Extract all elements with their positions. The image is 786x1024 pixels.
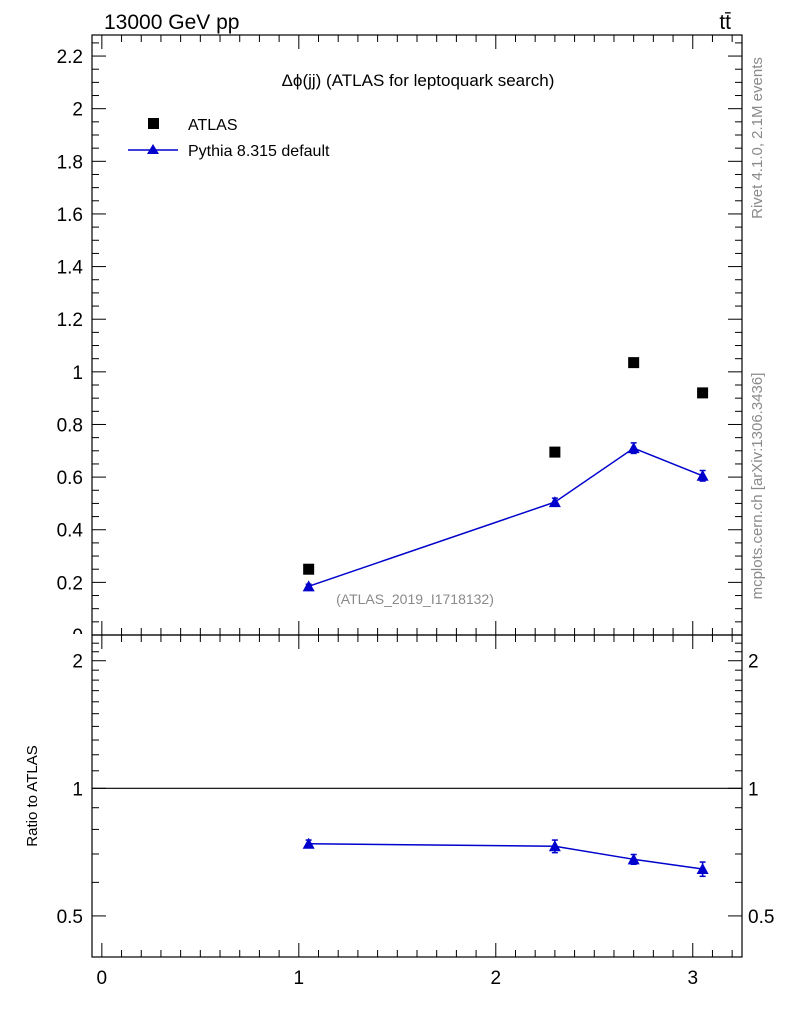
main-y-tick-label: 1.6: [57, 205, 83, 226]
main-y-tick-label: 1.8: [57, 152, 83, 173]
legend-atlas-marker: [148, 118, 159, 129]
atlas-data-point: [303, 563, 315, 575]
ratio-data-point: [548, 840, 561, 852]
ratio-axis-ticks: [92, 635, 742, 957]
chart-title: Δϕ(jj) (ATLAS for leptoquark search): [282, 71, 555, 90]
ratio-y-tick-label-left: 1: [72, 779, 83, 800]
ratio-y-tick-label-right: 2: [748, 652, 759, 673]
main-y-tick-label: 1.2: [57, 310, 83, 331]
legend-pythia-label: Pythia 8.315 default: [188, 143, 330, 160]
ratio-data-point: [696, 863, 709, 875]
main-y-tick-label: 0.4: [57, 521, 84, 542]
main-y-tick-label: 0.8: [57, 415, 83, 436]
pythia-series-line: [308, 447, 703, 588]
ratio-x-tick-label: 2: [490, 968, 501, 989]
main-y-tick-label: 0.2: [57, 573, 83, 594]
ratio-y-tick-label-right: 1: [748, 779, 759, 800]
pythia-data-point: [627, 442, 640, 454]
main-data-marks: [302, 357, 709, 592]
atlas-data-point: [697, 387, 709, 399]
ratio-data-point: [627, 853, 640, 865]
legend: ATLAS Pythia 8.315 default: [128, 117, 330, 160]
ratio-y-tick-label-left: 0.5: [57, 907, 83, 928]
main-y-tick-labels: 0.2 0.4 0.6 0.8 1 1.2 1.4 1.6 1.8 2 2.2 0: [57, 47, 84, 647]
ratio-series-line: [308, 843, 703, 870]
ratio-y-tick-labels: 0.5 0.5 1 1 2 2: [57, 652, 775, 928]
ratio-panel: 0.5 0.5 1 1 2 2 0 1 2 3 Ratio to ATLAS: [24, 634, 775, 989]
legend-atlas-label: ATLAS: [188, 117, 238, 134]
main-y-tick-label: 0.6: [57, 468, 83, 489]
analysis-watermark: (ATLAS_2019_I1718132): [336, 591, 494, 607]
ratio-y-tick-label-right: 0.5: [748, 907, 774, 928]
ratio-y-tick-label-left: 2: [72, 652, 83, 673]
ratio-x-tick-labels: 0 1 2 3: [97, 968, 698, 989]
process-label: tt̄: [719, 11, 731, 34]
atlas-data-point: [628, 357, 640, 369]
main-y-tick-label: 1: [72, 363, 83, 384]
pythia-data-point: [302, 580, 315, 592]
ratio-data-point: [302, 837, 315, 849]
ratio-y-axis-label: Ratio to ATLAS: [24, 745, 41, 846]
ratio-x-tick-label: 0: [97, 968, 108, 989]
ratio-x-tick-label: 1: [294, 968, 305, 989]
energy-label: 13000 GeV pp: [104, 11, 239, 34]
pythia-data-point: [548, 496, 561, 508]
main-panel: 0.2 0.4 0.6 0.8 1 1.2 1.4 1.6 1.8 2 2.2 0 Δϕ(jj) (A…: [57, 34, 743, 647]
pythia-data-point: [696, 469, 709, 481]
main-y-tick-label: 1.4: [57, 258, 84, 279]
main-y-tick-label-zero: 0: [72, 626, 83, 647]
rivet-version-label: Rivet 4.1.0, 2.1M events: [749, 57, 766, 219]
ratio-data-marks: [302, 837, 709, 878]
main-y-tick-label: 2.2: [57, 47, 83, 68]
atlas-data-point: [549, 446, 561, 458]
main-axis-ticks: [92, 35, 742, 635]
main-y-tick-label: 2: [72, 100, 83, 121]
mcplots-reference-label: mcplots.cern.ch [arXiv:1306.3436]: [749, 373, 766, 600]
legend-pythia-marker: [147, 144, 159, 154]
ratio-plot-frame: [91, 634, 743, 958]
ratio-x-tick-label: 3: [687, 968, 698, 989]
